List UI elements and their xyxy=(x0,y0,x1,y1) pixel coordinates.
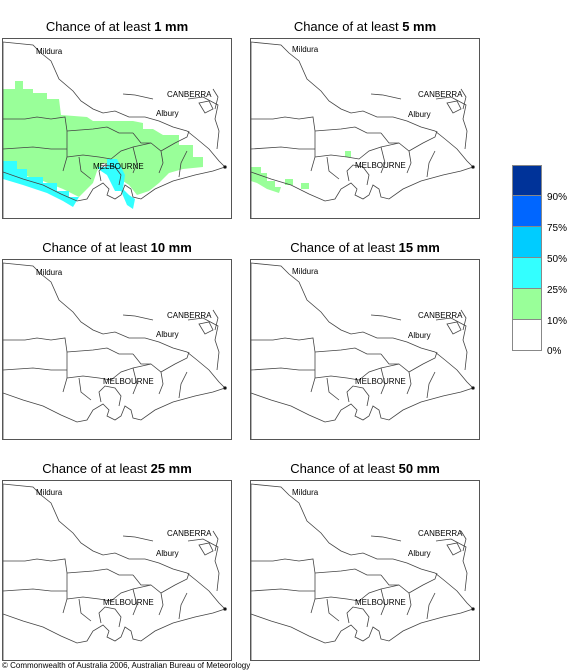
legend-swatch xyxy=(512,258,542,289)
city-albury: Albury xyxy=(408,110,431,119)
probability-map xyxy=(251,262,475,439)
city-melbourne: MELBOURNE xyxy=(355,598,406,607)
panel-title: Chance of at least 25 mm xyxy=(42,461,192,476)
legend-swatch xyxy=(512,320,542,351)
probability-map xyxy=(3,262,227,439)
map-5mm: Mildura CANBERRA Albury MELBOURNE xyxy=(250,38,480,219)
legend-label: 10% xyxy=(547,316,568,327)
city-canberra: CANBERRA xyxy=(167,90,212,99)
city-canberra: CANBERRA xyxy=(418,90,463,99)
city-mildura: Mildura xyxy=(36,47,63,56)
map-15mm: Mildura CANBERRA Albury MELBOURNE xyxy=(250,259,480,440)
map-25mm: Mildura CANBERRA Albury MELBOURNE xyxy=(2,480,232,661)
legend-swatch xyxy=(512,196,542,227)
city-melbourne: MELBOURNE xyxy=(103,598,154,607)
city-albury: Albury xyxy=(156,330,179,339)
legend-label: 25% xyxy=(547,285,568,296)
probability-10-25 xyxy=(251,151,351,193)
legend-swatch xyxy=(512,165,542,196)
city-mildura: Mildura xyxy=(36,268,63,277)
legend-swatch xyxy=(512,289,542,320)
city-albury: Albury xyxy=(156,549,179,558)
map-1mm: Mildura CANBERRA Albury MELBOURNE xyxy=(2,38,232,219)
city-melbourne: MELBOURNE xyxy=(93,162,144,171)
legend-label: 0% xyxy=(547,346,562,357)
city-melbourne: MELBOURNE xyxy=(103,377,154,386)
city-canberra: CANBERRA xyxy=(418,529,463,538)
probability-map xyxy=(251,41,475,218)
city-canberra: CANBERRA xyxy=(167,529,212,538)
city-albury: Albury xyxy=(408,549,431,558)
city-canberra: CANBERRA xyxy=(418,311,463,320)
copyright-notice: © Commonwealth of Australia 2006, Austra… xyxy=(2,661,251,670)
probability-map xyxy=(251,483,475,660)
panel-title: Chance of at least 15 mm xyxy=(290,240,440,255)
panel-title: Chance of at least 50 mm xyxy=(290,461,440,476)
city-melbourne: MELBOURNE xyxy=(355,377,406,386)
panel-title: Chance of at least 5 mm xyxy=(293,19,437,34)
city-mildura: Mildura xyxy=(292,45,319,54)
probability-10-25 xyxy=(3,81,203,197)
city-mildura: Mildura xyxy=(36,488,63,497)
legend-label: 50% xyxy=(547,254,568,265)
city-albury: Albury xyxy=(408,331,431,340)
panel-title: Chance of at least 10 mm xyxy=(42,240,192,255)
city-mildura: Mildura xyxy=(292,267,319,276)
panel-title: Chance of at least 1 mm xyxy=(45,19,189,34)
city-canberra: CANBERRA xyxy=(167,311,212,320)
map-50mm: Mildura CANBERRA Albury MELBOURNE xyxy=(250,480,480,661)
probability-map xyxy=(3,41,227,218)
city-albury: Albury xyxy=(156,109,179,118)
city-melbourne: MELBOURNE xyxy=(355,161,406,170)
map-10mm: Mildura CANBERRA Albury MELBOURNE xyxy=(2,259,232,440)
legend-swatch xyxy=(512,227,542,258)
legend-label: 75% xyxy=(547,223,568,234)
color-legend xyxy=(512,165,542,351)
city-mildura: Mildura xyxy=(292,488,319,497)
legend-label: 90% xyxy=(547,192,568,203)
probability-map xyxy=(3,483,227,660)
